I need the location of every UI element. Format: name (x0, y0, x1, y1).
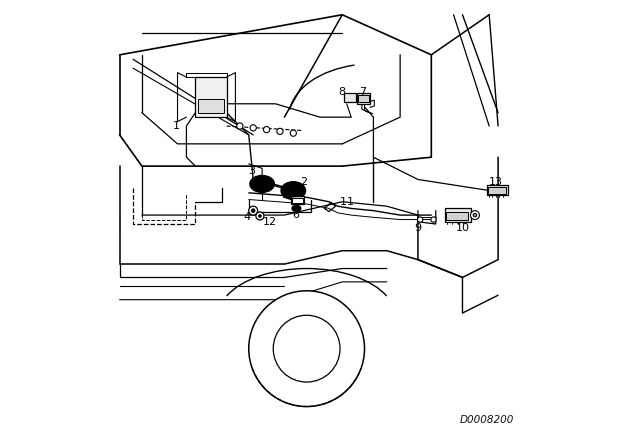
Text: 2: 2 (300, 177, 307, 187)
Text: 6: 6 (292, 210, 299, 220)
Circle shape (273, 315, 340, 382)
Ellipse shape (253, 178, 271, 190)
Circle shape (237, 123, 243, 129)
Circle shape (256, 212, 264, 220)
Ellipse shape (292, 205, 301, 211)
Text: 10: 10 (456, 224, 470, 233)
Circle shape (470, 211, 479, 220)
Circle shape (259, 215, 261, 217)
Ellipse shape (285, 185, 301, 197)
Text: 12: 12 (263, 217, 277, 227)
Circle shape (431, 217, 436, 222)
Bar (358, 95, 369, 103)
Bar (488, 187, 506, 194)
Text: D0008200: D0008200 (460, 415, 514, 425)
Bar (487, 185, 508, 195)
Circle shape (290, 130, 296, 136)
Text: 4: 4 (243, 212, 250, 222)
Ellipse shape (250, 176, 275, 192)
Text: -11: -11 (337, 197, 355, 207)
Bar (198, 99, 224, 113)
Bar (445, 208, 472, 222)
Circle shape (249, 291, 365, 406)
Circle shape (250, 125, 257, 131)
Bar (291, 196, 305, 204)
Text: 13: 13 (489, 177, 503, 187)
Circle shape (252, 209, 255, 212)
Bar (344, 93, 356, 102)
Circle shape (473, 213, 477, 217)
Text: 9: 9 (414, 223, 422, 233)
Text: 1: 1 (173, 121, 180, 131)
Bar (445, 211, 468, 220)
Text: 7: 7 (359, 87, 366, 97)
Circle shape (249, 206, 258, 215)
Text: 5: 5 (281, 190, 288, 200)
Circle shape (277, 128, 283, 134)
Circle shape (417, 217, 423, 222)
Ellipse shape (281, 182, 305, 199)
Bar (195, 77, 227, 117)
Text: 8: 8 (338, 87, 345, 97)
Text: 3: 3 (248, 167, 255, 177)
Circle shape (264, 126, 269, 133)
Bar (356, 93, 370, 104)
Bar (292, 198, 303, 203)
